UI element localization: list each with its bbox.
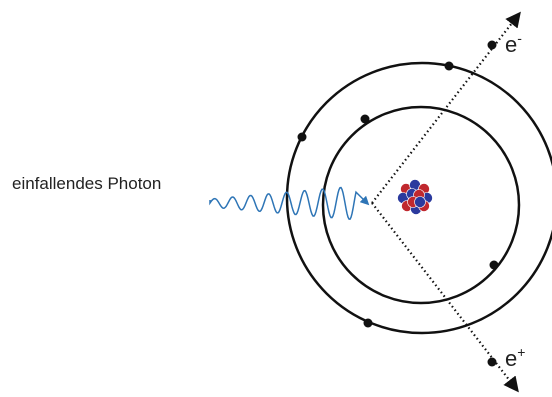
nucleus <box>398 180 433 215</box>
orbit-electron <box>490 261 499 270</box>
electron-symbol: e <box>505 32 517 57</box>
positron-symbol: e <box>505 346 517 371</box>
diagram: einfallendes Photon e- e+ <box>0 0 552 397</box>
electron-track <box>372 14 519 203</box>
photon-label: einfallendes Photon <box>12 174 161 193</box>
orbit-electron <box>364 319 373 328</box>
positron-charge: + <box>517 344 525 360</box>
electron-label: e- <box>505 30 522 57</box>
electron-charge: - <box>517 30 522 46</box>
orbit-electron <box>298 133 307 142</box>
positron <box>488 358 497 367</box>
positron-label: e+ <box>505 344 525 371</box>
page: einfallendes Photon e- e+ (() => { const… <box>0 0 552 397</box>
orbit-electron <box>361 115 370 124</box>
nucleon <box>415 197 426 208</box>
electron <box>488 41 497 50</box>
orbit-electron <box>445 62 454 71</box>
